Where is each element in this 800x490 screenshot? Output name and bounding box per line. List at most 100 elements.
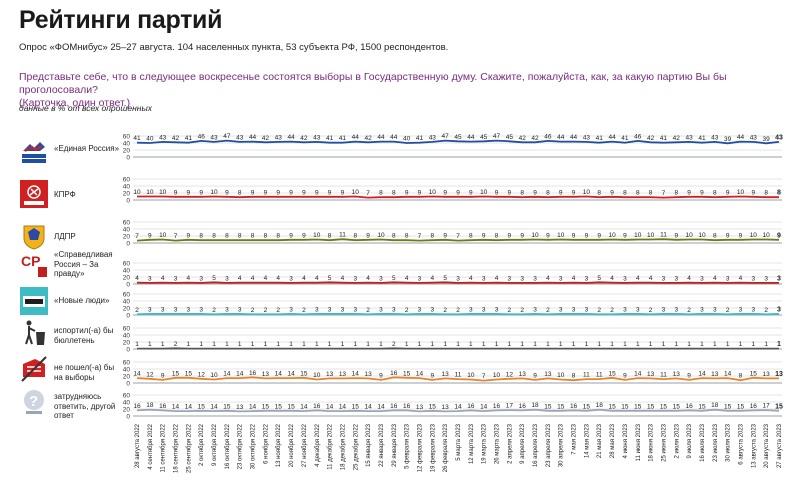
series-line bbox=[136, 408, 780, 413]
united-russia-logo-icon bbox=[20, 138, 48, 166]
y-tick-label: 60 bbox=[123, 134, 131, 141]
data-label: 45 bbox=[480, 134, 488, 141]
data-label: 44 bbox=[287, 134, 295, 141]
y-tick-label: 20 bbox=[123, 340, 131, 347]
data-label: 7 bbox=[418, 233, 422, 240]
data-label: 15 bbox=[673, 403, 681, 410]
data-label: 3 bbox=[289, 306, 293, 313]
data-label: 15 bbox=[775, 403, 783, 410]
data-label: 2 bbox=[520, 307, 524, 314]
x-tick-label: 27 августа 2023 bbox=[777, 423, 783, 468]
data-label: 7 bbox=[482, 373, 486, 380]
data-label: 9 bbox=[405, 189, 409, 196]
data-note: данные в % от всех опрошенных bbox=[19, 103, 152, 113]
data-label: 2 bbox=[212, 307, 216, 314]
data-label: 13 bbox=[236, 404, 244, 411]
data-label: 1 bbox=[289, 341, 293, 348]
data-label: 10 bbox=[634, 232, 642, 239]
data-label: 4 bbox=[610, 275, 614, 282]
data-label: 1 bbox=[135, 341, 139, 348]
data-label: 14 bbox=[698, 371, 706, 378]
data-label: 8 bbox=[353, 233, 357, 240]
data-label: 16 bbox=[493, 403, 501, 410]
data-label: 1 bbox=[610, 341, 614, 348]
data-label: 4 bbox=[276, 275, 280, 282]
data-label: 13 bbox=[365, 371, 373, 378]
data-label: 15 bbox=[300, 370, 308, 377]
data-label: 14 bbox=[339, 404, 347, 411]
data-label: 3 bbox=[700, 306, 704, 313]
new-people-logo-icon bbox=[20, 287, 48, 315]
data-label: 2 bbox=[405, 307, 409, 314]
data-label: 9 bbox=[623, 232, 627, 239]
data-label: 15 bbox=[634, 403, 642, 410]
data-label: 18 bbox=[596, 402, 604, 409]
data-label: 7 bbox=[456, 233, 460, 240]
data-label: 14 bbox=[210, 404, 218, 411]
data-label: 1 bbox=[662, 341, 666, 348]
data-label: 14 bbox=[352, 371, 360, 378]
data-label: 10 bbox=[480, 189, 488, 196]
data-label: 9 bbox=[508, 189, 512, 196]
data-label: 8 bbox=[405, 233, 409, 240]
data-label: 1 bbox=[674, 341, 678, 348]
data-label: 15 bbox=[737, 403, 745, 410]
data-label: 18 bbox=[146, 402, 154, 409]
data-label: 9 bbox=[366, 232, 370, 239]
no-vote-icon bbox=[20, 355, 48, 383]
data-label: 1 bbox=[495, 341, 499, 348]
data-label: 9 bbox=[700, 189, 704, 196]
data-label: 9 bbox=[302, 189, 306, 196]
sr-logo-icon: СР bbox=[20, 250, 48, 278]
data-label: 9 bbox=[482, 232, 486, 239]
data-label: 1 bbox=[636, 341, 640, 348]
data-label: 8 bbox=[713, 190, 717, 197]
data-label: 9 bbox=[546, 232, 550, 239]
data-label: 3 bbox=[315, 306, 319, 313]
row-label-kprf: КПРФ bbox=[20, 180, 120, 220]
data-label: 4 bbox=[469, 275, 473, 282]
data-label: 10 bbox=[531, 232, 539, 239]
data-label: 9 bbox=[520, 232, 524, 239]
data-label: 13 bbox=[519, 371, 527, 378]
x-tick-label: 26 марта 2023 bbox=[495, 423, 501, 464]
x-tick-label: 30 июля 2023 bbox=[726, 423, 732, 461]
data-label: 8 bbox=[572, 373, 576, 380]
data-label: 9 bbox=[276, 189, 280, 196]
data-label: 8 bbox=[392, 233, 396, 240]
row-name: затрудняюсь ответить, другой ответ bbox=[54, 392, 116, 420]
data-label: 1 bbox=[482, 341, 486, 348]
data-label: 8 bbox=[199, 233, 203, 240]
x-tick-label: 16 апреля 2023 bbox=[533, 423, 539, 467]
data-label: 43 bbox=[313, 134, 321, 141]
data-label: 3 bbox=[662, 275, 666, 282]
data-label: 41 bbox=[339, 135, 347, 142]
data-label: 10 bbox=[133, 189, 141, 196]
data-label: 1 bbox=[443, 341, 447, 348]
data-label: 4 bbox=[187, 275, 191, 282]
data-label: 3 bbox=[533, 306, 537, 313]
data-label: 9 bbox=[777, 232, 781, 239]
data-label: 16 bbox=[390, 370, 398, 377]
data-label: 9 bbox=[443, 189, 447, 196]
x-tick-label: 15 января 2023 bbox=[366, 423, 372, 467]
data-label: 1 bbox=[456, 341, 460, 348]
x-tick-label: 13 августа 2023 bbox=[751, 423, 757, 468]
data-label: 3 bbox=[585, 275, 589, 282]
data-label: 45 bbox=[506, 134, 514, 141]
data-label: 9 bbox=[559, 189, 563, 196]
data-label: 8 bbox=[379, 190, 383, 197]
y-tick-label: 40 bbox=[123, 400, 131, 407]
data-label: 45 bbox=[454, 134, 462, 141]
data-label: 1 bbox=[597, 341, 601, 348]
y-tick-label: 0 bbox=[126, 313, 130, 320]
data-label: 9 bbox=[687, 189, 691, 196]
data-label: 18 bbox=[531, 402, 539, 409]
data-label: 8 bbox=[623, 190, 627, 197]
data-label: 11 bbox=[339, 232, 346, 239]
data-label: 15 bbox=[660, 403, 668, 410]
data-label: 9 bbox=[610, 189, 614, 196]
